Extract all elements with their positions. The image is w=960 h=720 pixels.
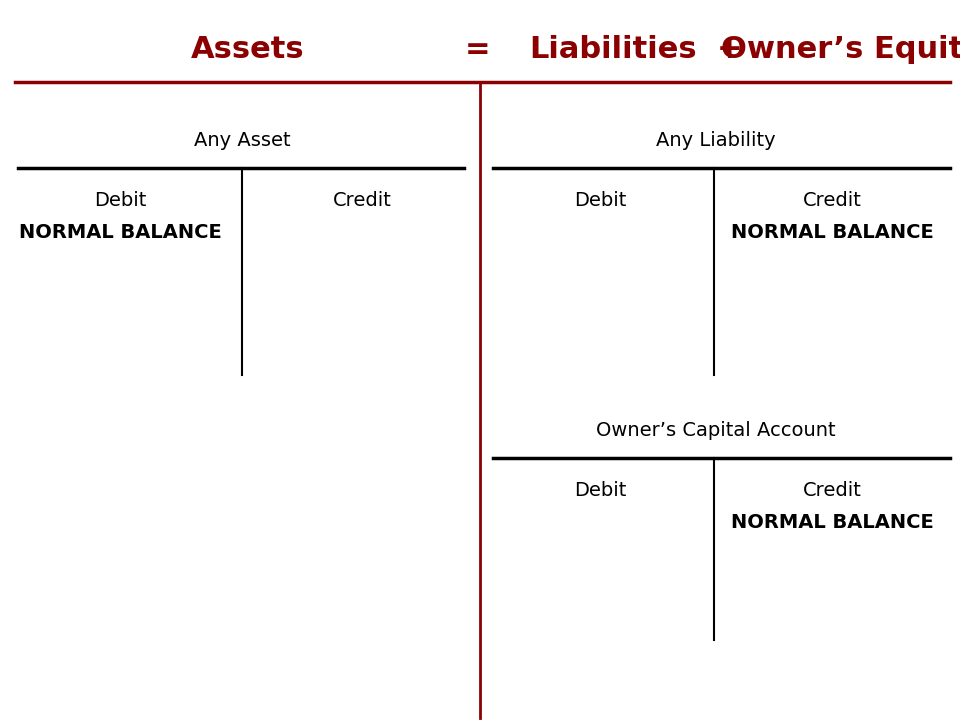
Text: Owner’s Equity: Owner’s Equity — [721, 35, 960, 65]
Text: Liabilities: Liabilities — [529, 35, 697, 65]
Text: Debit: Debit — [574, 480, 626, 500]
Text: Any Asset: Any Asset — [194, 130, 290, 150]
Text: Credit: Credit — [803, 191, 861, 210]
Text: Debit: Debit — [574, 191, 626, 210]
Text: =: = — [466, 35, 491, 65]
Text: Owner’s Capital Account: Owner’s Capital Account — [596, 420, 836, 439]
Text: Credit: Credit — [803, 480, 861, 500]
Text: Assets: Assets — [191, 35, 305, 65]
Text: NORMAL BALANCE: NORMAL BALANCE — [18, 223, 222, 243]
Text: Debit: Debit — [94, 191, 146, 210]
Text: +: + — [717, 35, 743, 65]
Text: Credit: Credit — [332, 191, 392, 210]
Text: NORMAL BALANCE: NORMAL BALANCE — [731, 223, 933, 243]
Text: NORMAL BALANCE: NORMAL BALANCE — [731, 513, 933, 533]
Text: Any Liability: Any Liability — [657, 130, 776, 150]
